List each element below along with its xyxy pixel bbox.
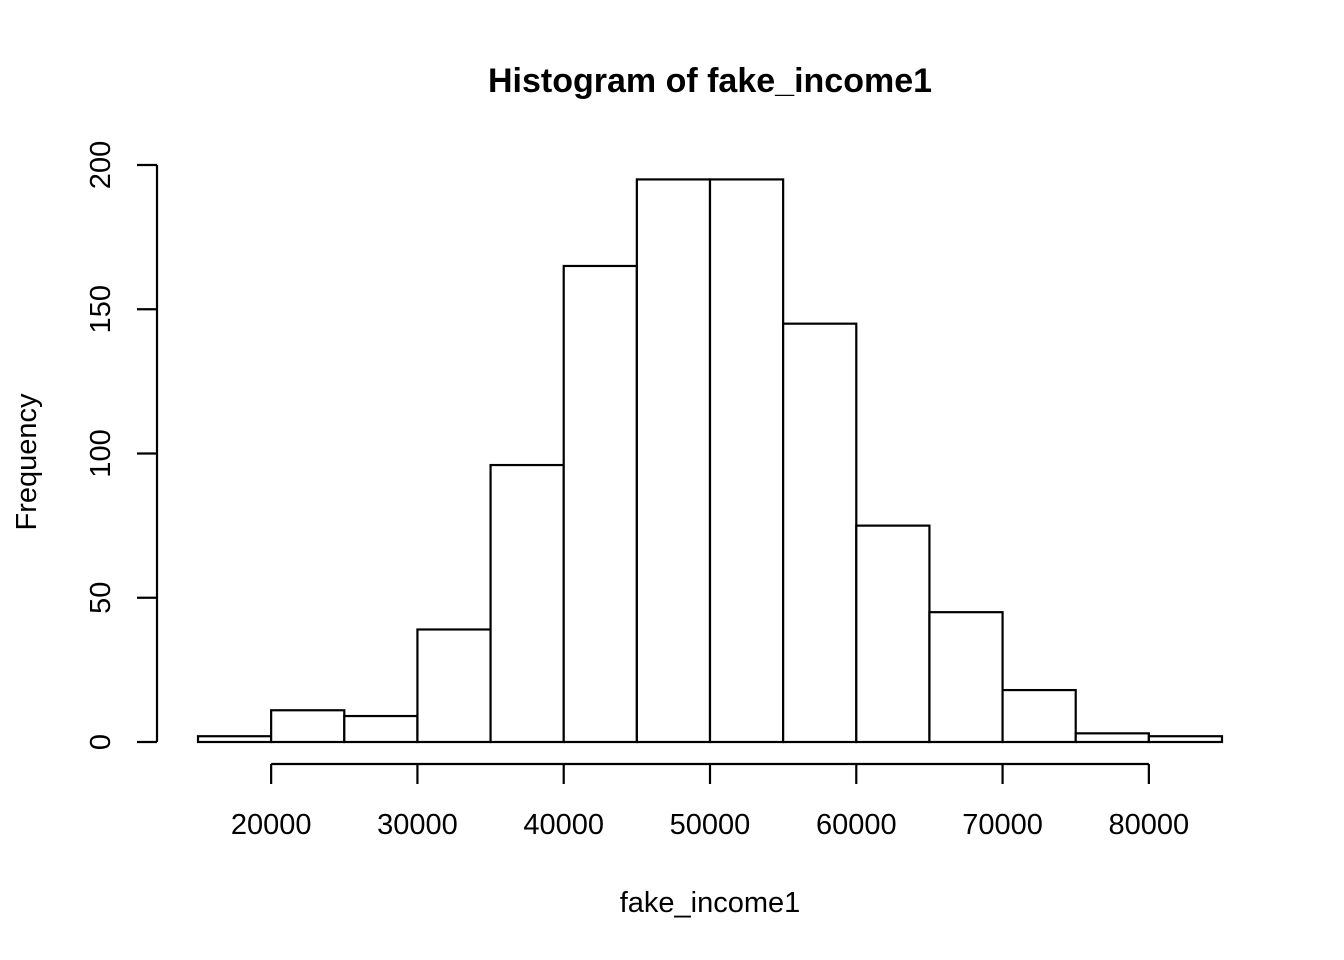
y-axis-title: Frequency bbox=[11, 393, 43, 531]
histogram-bar-14 bbox=[1147, 735, 1224, 744]
histogram-bar-9 bbox=[782, 322, 858, 744]
x-tick-label: 20000 bbox=[231, 809, 312, 841]
histogram-bar-8 bbox=[708, 178, 785, 744]
y-tick-label: 0 bbox=[85, 734, 117, 750]
x-tick-label: 30000 bbox=[377, 809, 458, 841]
histogram-bar-1 bbox=[196, 735, 273, 744]
x-tick-label: 60000 bbox=[816, 809, 897, 841]
histogram-bar-11 bbox=[928, 611, 1004, 744]
histogram-bar-12 bbox=[1001, 688, 1077, 744]
x-axis: 20000 30000 40000 50000 60000 70000 80000 bbox=[231, 762, 1190, 841]
x-axis-title: fake_income1 bbox=[620, 887, 801, 919]
histogram-bar-2 bbox=[270, 709, 346, 744]
histogram-bars bbox=[196, 178, 1224, 744]
y-axis: 0 50 100 150 200 bbox=[85, 141, 159, 750]
histogram-bar-3 bbox=[343, 714, 419, 744]
y-tick-label: 100 bbox=[85, 429, 117, 477]
x-tick-label: 40000 bbox=[523, 809, 604, 841]
y-tick-label: 200 bbox=[85, 141, 117, 189]
x-tick-label: 50000 bbox=[670, 809, 751, 841]
histogram-bar-4 bbox=[416, 628, 492, 744]
histogram-bar-6 bbox=[562, 264, 638, 744]
x-tick-label: 70000 bbox=[962, 809, 1043, 841]
histogram-bar-7 bbox=[635, 178, 712, 744]
histogram-bar-5 bbox=[489, 463, 565, 744]
y-tick-label: 50 bbox=[85, 582, 117, 614]
chart-title: Histogram of fake_income1 bbox=[488, 62, 932, 100]
y-tick-label: 150 bbox=[85, 285, 117, 333]
histogram-bar-13 bbox=[1074, 732, 1150, 744]
x-tick-label: 80000 bbox=[1109, 809, 1190, 841]
histogram-bar-10 bbox=[855, 524, 931, 744]
